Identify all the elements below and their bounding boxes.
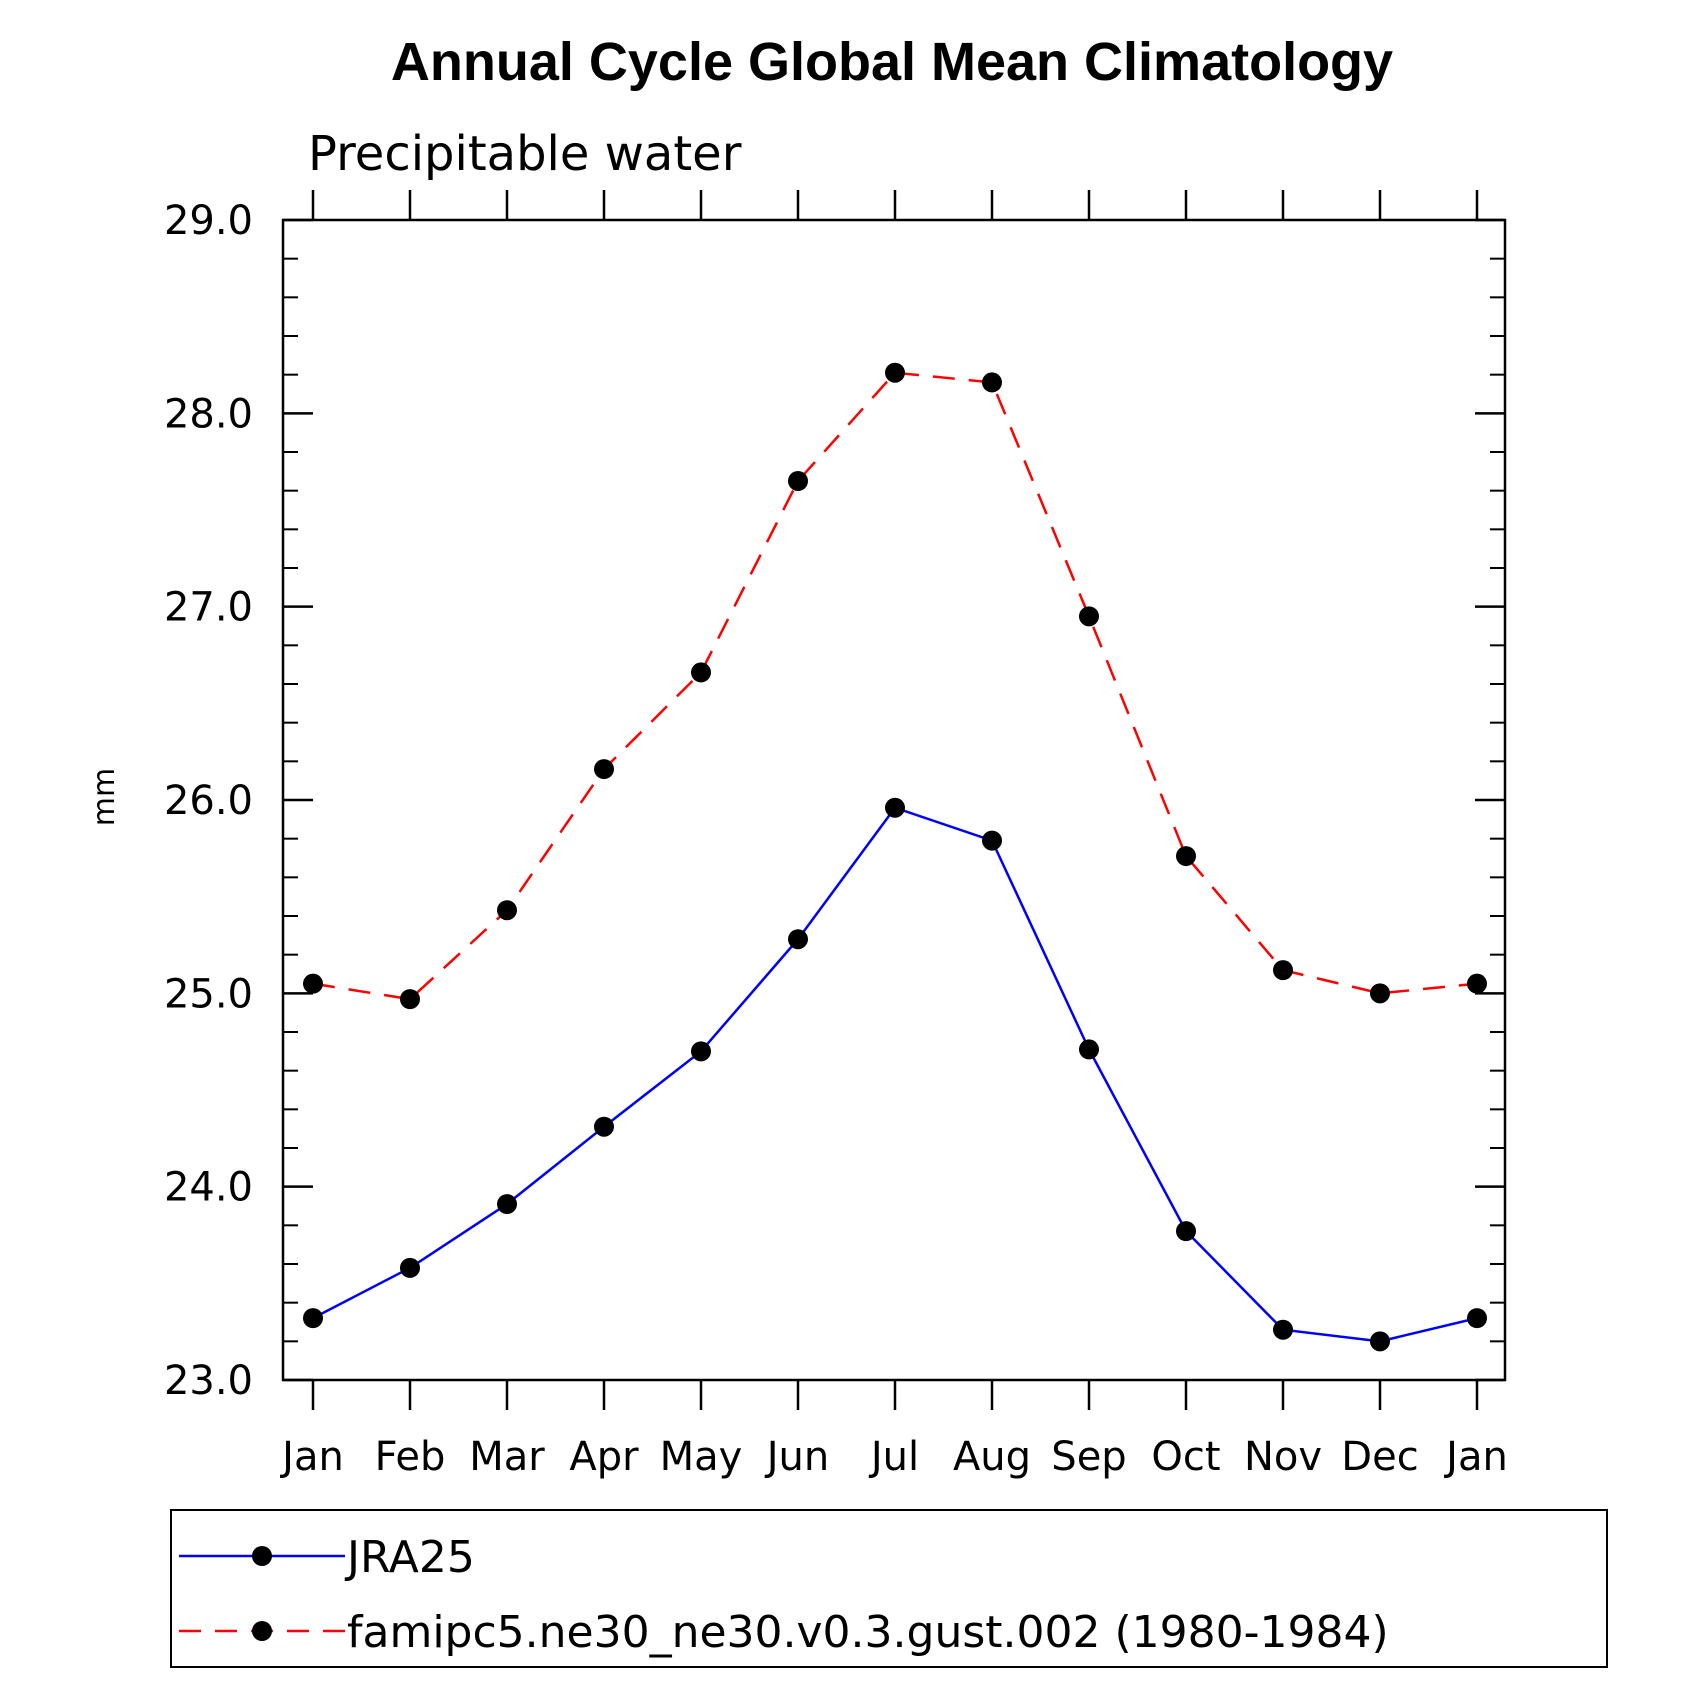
- data-point: [691, 1041, 711, 1062]
- data-point: [1176, 846, 1196, 867]
- chart-subtitle: Precipitable water: [308, 126, 742, 182]
- data-point: [303, 973, 323, 994]
- y-tick-label: 29.0: [164, 198, 253, 244]
- y-tick-label: 25.0: [164, 971, 253, 1017]
- x-tick-label: Jul: [868, 1434, 919, 1480]
- series-0: [303, 797, 1487, 1352]
- y-tick-label: 23.0: [164, 1358, 253, 1404]
- legend-box: [170, 1509, 1608, 1668]
- series-1: [303, 362, 1487, 1010]
- x-tick-label: Mar: [469, 1434, 545, 1480]
- data-point: [1079, 606, 1099, 627]
- data-point: [1079, 1039, 1099, 1060]
- data-point: [982, 372, 1002, 393]
- series-layer: [303, 362, 1487, 1352]
- x-tick-label: Apr: [569, 1434, 639, 1480]
- x-tick-label: Nov: [1244, 1434, 1322, 1480]
- data-point: [1370, 983, 1390, 1004]
- y-tick-label: 24.0: [164, 1165, 253, 1211]
- x-tick-label: Feb: [375, 1434, 446, 1480]
- data-point: [1467, 1308, 1487, 1329]
- axes: 23.0 24.0 25.0 26.0 27.0 28.0 29.0 Jan Feb Mar Apr…: [164, 190, 1508, 1480]
- data-point: [1370, 1331, 1390, 1352]
- y-tick-label: 27.0: [164, 585, 253, 631]
- legend-label-famipc5: famipc5.ne30_ne30.v0.3.gust.002 (1980-19…: [347, 1607, 1389, 1658]
- data-point: [1273, 960, 1293, 981]
- legend-marker-famipc5: [252, 1621, 272, 1641]
- legend-marker-jra25: [252, 1546, 272, 1566]
- data-point: [885, 362, 905, 383]
- x-tick-label: Oct: [1151, 1434, 1220, 1480]
- x-tick-label: Jun: [764, 1434, 830, 1480]
- x-tick-label: Aug: [953, 1434, 1031, 1480]
- series-line-0: [312, 806, 1478, 1343]
- data-point: [497, 900, 517, 921]
- y-tick-label: 26.0: [164, 778, 253, 824]
- data-point: [400, 1257, 420, 1278]
- chart-title: Annual Cycle Global Mean Climatology: [391, 32, 1393, 92]
- data-point: [400, 989, 420, 1010]
- data-point: [594, 759, 614, 780]
- data-point: [1467, 973, 1487, 994]
- y-axis-label: mm: [87, 768, 122, 826]
- x-tick-label: Jan: [1443, 1434, 1508, 1480]
- data-point: [982, 830, 1002, 851]
- series-line-1: [312, 371, 1478, 1001]
- x-tick-label: Dec: [1341, 1434, 1418, 1480]
- legend-entry-famipc5: famipc5.ne30_ne30.v0.3.gust.002 (1980-19…: [179, 1607, 1389, 1658]
- x-tick-label: Sep: [1051, 1434, 1126, 1480]
- data-point: [303, 1308, 323, 1329]
- data-point: [691, 662, 711, 683]
- data-point: [497, 1194, 517, 1215]
- legend-label-jra25: JRA25: [344, 1532, 475, 1583]
- data-point: [1176, 1221, 1196, 1242]
- data-point: [594, 1116, 614, 1137]
- x-tick-label: Jan: [279, 1434, 344, 1480]
- data-point: [788, 471, 808, 491]
- data-point: [885, 797, 905, 818]
- data-point: [1273, 1319, 1293, 1340]
- y-tick-label: 28.0: [164, 391, 253, 437]
- data-point: [788, 929, 808, 950]
- x-tick-label: May: [660, 1434, 743, 1480]
- legend-entry-jra25: JRA25: [179, 1532, 475, 1583]
